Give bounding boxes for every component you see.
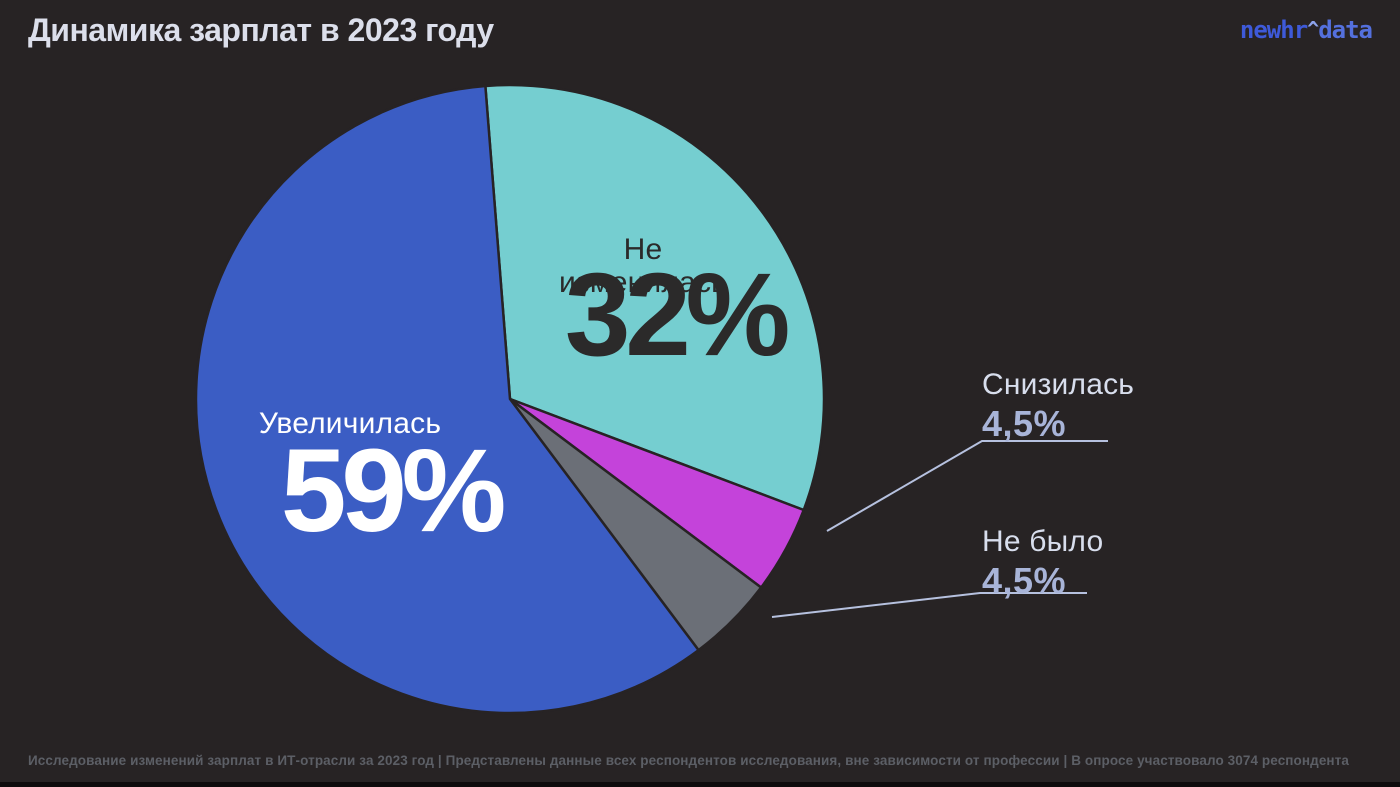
callout-none-value: 4,5% xyxy=(982,560,1067,601)
slice-value-unchanged: 32% xyxy=(564,249,791,381)
logo-text-newhr: newhr xyxy=(1239,16,1308,44)
logo-text-data: data xyxy=(1318,16,1373,44)
callout-decreased: Снизилась 4,5% xyxy=(982,370,1134,442)
callout-none-label: Не было xyxy=(982,525,1104,558)
pie-slices xyxy=(194,83,826,715)
slice-value-increased: 59% xyxy=(280,425,507,557)
callout-none: Не было 4,5% xyxy=(982,527,1103,599)
callout-line-decreased xyxy=(826,440,1108,532)
footer-note: Исследование изменений зарплат в ИТ-отра… xyxy=(28,753,1350,768)
pie-slice-increased xyxy=(194,84,700,715)
callout-decreased-value: 4,5% xyxy=(982,403,1067,444)
callout-decreased-label: Снизилась xyxy=(982,368,1135,401)
slice-label-increased: Увеличилась xyxy=(258,407,442,440)
page-title: Динамика зарплат в 2023 году xyxy=(28,12,494,48)
newhr-data-logo: newhr^data xyxy=(1239,16,1373,44)
callout-line-none xyxy=(771,592,1087,618)
pie-slice-unchanged xyxy=(484,83,826,512)
slice-label-unchanged: Не изменилась xyxy=(559,233,727,299)
bottom-bar xyxy=(0,782,1400,787)
logo-caret-icon: ^ xyxy=(1307,17,1319,41)
